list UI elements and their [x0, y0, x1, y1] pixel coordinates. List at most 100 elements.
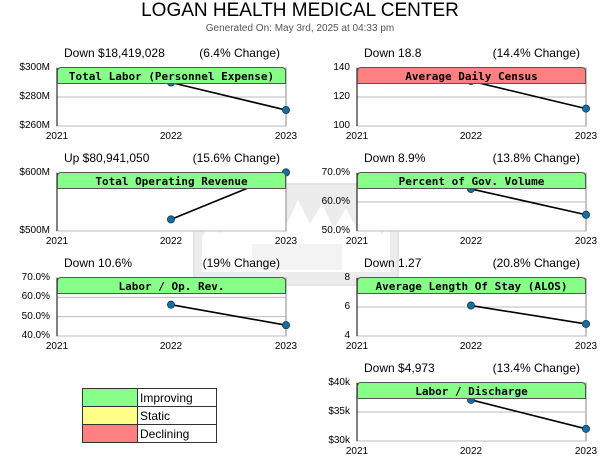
y-tick-label: 60.0% — [321, 196, 350, 207]
data-point-2022 — [466, 395, 475, 404]
x-tick-label: 2023 — [274, 131, 298, 142]
x-tick-label: 2021 — [345, 236, 369, 247]
chart-summary-change: Down 1.27 — [364, 256, 422, 270]
data-point-2022 — [466, 77, 475, 86]
chart-plot — [356, 382, 590, 442]
data-point-2022 — [166, 78, 175, 87]
chart-plot — [56, 67, 290, 127]
plot-frame — [356, 67, 587, 127]
x-tick-label: 2023 — [274, 236, 298, 247]
legend-label-declining: Declining — [137, 424, 217, 443]
chart-title: Labor / Op. Rev. — [57, 277, 286, 294]
watermark-logo — [193, 183, 399, 286]
x-tick-label: 2023 — [574, 131, 598, 142]
chart-summary-change: Down $18,419,028 — [64, 46, 165, 60]
y-tick-label: $500M — [19, 225, 50, 236]
chart-summary-percent: (19% Change) — [202, 256, 280, 270]
chart-total-labor-personnel-expense: Down $18,419,028 (6.4% Change) Total Labor… — [0, 46, 300, 151]
x-tick-label: 2023 — [574, 236, 598, 247]
y-tick-label: 100 — [333, 120, 350, 131]
chart-summary-change: Down 8.9% — [364, 151, 426, 165]
legend-swatch-declining — [82, 424, 138, 443]
y-tick-label: $260M — [19, 120, 50, 131]
chart-summary-percent: (6.4% Change) — [199, 46, 280, 60]
x-tick-label: 2023 — [574, 446, 598, 457]
y-tick-label: 60.0% — [21, 291, 50, 303]
legend-label-static: Static — [137, 406, 217, 425]
x-tick-label: 2022 — [459, 131, 483, 142]
legend-swatch-improving — [82, 388, 138, 407]
y-tick-label: $30k — [328, 435, 350, 446]
y-tick-label: $35k — [328, 406, 350, 417]
chart-percent-of-gov-volume: Down 8.9% (13.8% Change) Percent of Gov. V… — [300, 151, 600, 256]
y-tick-label: 40.0% — [21, 330, 50, 341]
x-tick-label: 2022 — [159, 131, 183, 142]
x-tick-label: 2021 — [345, 131, 369, 142]
chart-plot — [56, 168, 290, 232]
chart-summary-change: Down 10.6% — [64, 256, 133, 270]
series-line — [470, 304, 587, 325]
series-line — [470, 80, 587, 110]
data-point-2023 — [581, 104, 590, 113]
y-tick-label: 70.0% — [21, 272, 50, 283]
x-tick-label: 2023 — [574, 341, 598, 352]
legend-swatch-static — [82, 406, 138, 425]
y-tick-label: 50.0% — [21, 310, 50, 322]
series-line — [470, 188, 587, 216]
chart-plot — [56, 277, 290, 337]
x-tick-label: 2023 — [274, 341, 298, 352]
series-line — [170, 303, 287, 326]
plot-frame — [56, 277, 287, 337]
y-tick-label: $600M — [19, 167, 50, 178]
chart-summary-change: Down 18.8 — [364, 46, 422, 60]
chart-plot — [356, 172, 590, 232]
legend-item-static: Static — [82, 406, 217, 425]
x-tick-label: 2021 — [345, 446, 369, 457]
x-tick-label: 2022 — [159, 236, 183, 247]
series-line — [170, 81, 287, 111]
y-tick-label: 50.0% — [321, 225, 350, 236]
y-tick-label: $280M — [19, 91, 50, 102]
chart-title: Total Labor (Personnel Expense) — [57, 67, 286, 84]
legend-item-improving: Improving — [82, 388, 217, 407]
chart-title: Percent of Gov. Volume — [357, 172, 586, 189]
chart-average-length-of-stay-alos: Down 1.27 (20.8% Change) Average Length Of… — [300, 256, 600, 361]
x-tick-label: 2021 — [345, 341, 369, 352]
x-tick-label: 2022 — [459, 341, 483, 352]
data-point-2023 — [281, 106, 290, 115]
data-point-2022 — [166, 215, 175, 224]
chart-summary-change: Down $4,973 — [364, 361, 435, 375]
chart-plot — [356, 277, 590, 337]
chart-summary-change: Up $80,941,050 — [64, 151, 150, 165]
data-point-2022 — [466, 301, 475, 310]
plot-frame — [56, 67, 287, 127]
legend-item-declining: Declining — [82, 424, 217, 443]
data-point-2023 — [281, 321, 290, 330]
y-tick-label: 70.0% — [321, 167, 350, 178]
x-tick-label: 2022 — [459, 236, 483, 247]
chart-average-daily-census: Down 18.8 (14.4% Change) Average Daily Cen… — [300, 46, 600, 151]
plot-frame — [56, 172, 287, 232]
series-line — [470, 399, 587, 430]
data-point-2023 — [581, 210, 590, 219]
chart-summary-percent: (13.8% Change) — [492, 151, 580, 165]
legend-label-improving: Improving — [137, 388, 217, 407]
page-title: LOGAN HEALTH MEDICAL CENTER — [141, 0, 459, 21]
y-tick-label: 140 — [333, 62, 350, 73]
y-tick-label: 8 — [344, 272, 350, 283]
x-tick-label: 2021 — [45, 341, 69, 352]
plot-frame — [356, 277, 587, 337]
chart-summary-percent: (20.8% Change) — [492, 256, 580, 270]
plot-frame — [356, 172, 587, 232]
data-point-2023 — [581, 424, 590, 433]
chart-labor-op-rev: Down 10.6% (19% Change) Labor / Op. Rev. 40… — [0, 256, 300, 361]
data-point-2023 — [281, 168, 290, 177]
chart-title: Average Length Of Stay (ALOS) — [357, 277, 586, 294]
chart-summary-percent: (13.4% Change) — [492, 361, 580, 375]
x-tick-label: 2022 — [459, 446, 483, 457]
data-point-2023 — [581, 319, 590, 328]
series-line — [170, 171, 287, 221]
y-tick-label: 6 — [344, 301, 350, 312]
x-tick-label: 2021 — [45, 236, 69, 247]
chart-summary-percent: (15.6% Change) — [192, 151, 280, 165]
